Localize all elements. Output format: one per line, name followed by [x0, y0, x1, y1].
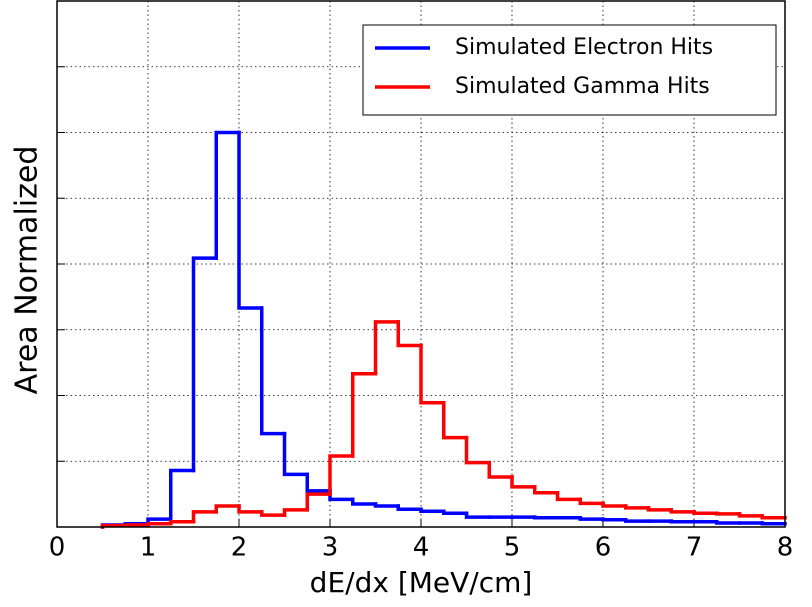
histogram-step: [214, 130, 241, 260]
legend-label: Simulated Electron Hits: [455, 35, 713, 60]
histogram-step: [646, 506, 673, 512]
histogram-step: [669, 508, 696, 514]
histogram-step: [351, 497, 378, 506]
histogram-step: [578, 497, 605, 506]
histogram-step: [305, 472, 332, 493]
histogram-step: [760, 514, 787, 520]
histogram-step: [328, 489, 355, 502]
series: [100, 320, 787, 529]
histogram-step: [237, 504, 264, 514]
histogram-step: [669, 519, 696, 524]
histogram-step: [146, 521, 173, 527]
x-tick-label: 2: [231, 533, 248, 563]
histogram-step: [510, 475, 537, 489]
histogram-step: [260, 510, 287, 517]
histogram-step: [305, 492, 332, 512]
histogram-step: [169, 519, 196, 526]
histogram-step: [464, 511, 491, 519]
x-axis-label: dE/dx [MeV/cm]: [310, 566, 533, 599]
histogram-step: [442, 509, 469, 515]
x-tick-label: 8: [777, 533, 794, 563]
histogram-step: [419, 343, 446, 405]
histogram-step: [396, 504, 423, 511]
histogram-step: [214, 504, 241, 514]
histogram-step: [237, 130, 264, 310]
histogram-step: [533, 485, 560, 495]
histogram-step: [191, 256, 218, 473]
histogram-step: [419, 507, 446, 513]
histogram-step: [737, 512, 764, 518]
histogram-step: [442, 400, 469, 440]
histogram-step: [373, 502, 400, 508]
histogram-step: [464, 435, 491, 465]
histogram-step: [624, 518, 651, 523]
legend: Simulated Electron Hits Simulated Gamma H…: [362, 24, 777, 116]
histogram-step: [260, 306, 287, 436]
x-tick-label: 4: [413, 533, 430, 563]
histogram-step: [282, 431, 309, 477]
legend-label: Simulated Gamma Hits: [455, 74, 710, 99]
x-tick-label: 1: [140, 533, 157, 563]
legend-box: [362, 24, 777, 116]
histogram-step: [624, 504, 651, 510]
histogram-step: [351, 372, 378, 458]
histogram-step: [282, 508, 309, 517]
histogram-step: [373, 320, 400, 376]
x-tick-label: 5: [504, 533, 521, 563]
series: [100, 130, 787, 529]
histogram-step: [533, 515, 560, 520]
histogram-step: [601, 517, 628, 522]
y-axis-label: Area Normalized: [10, 146, 45, 395]
histogram-step: [191, 510, 218, 524]
x-tick-label: 0: [49, 533, 66, 563]
histogram-step: [396, 320, 423, 348]
histogram-step: [760, 521, 787, 526]
histogram-step: [328, 454, 355, 496]
histogram-step: [555, 491, 582, 502]
histogram-step: [123, 523, 150, 528]
histogram-step: [169, 468, 196, 521]
histogram-step: [601, 501, 628, 508]
x-tick-label: 6: [595, 533, 612, 563]
x-tick-label: 3: [322, 533, 339, 563]
histogram-step: [715, 511, 742, 516]
x-tick-label: 7: [686, 533, 703, 563]
plot-frame: [56, 0, 786, 528]
histogram-step: [692, 510, 719, 515]
histogram-step: [578, 516, 605, 521]
histogram-step: [715, 519, 742, 525]
histogram-step: [487, 460, 514, 479]
